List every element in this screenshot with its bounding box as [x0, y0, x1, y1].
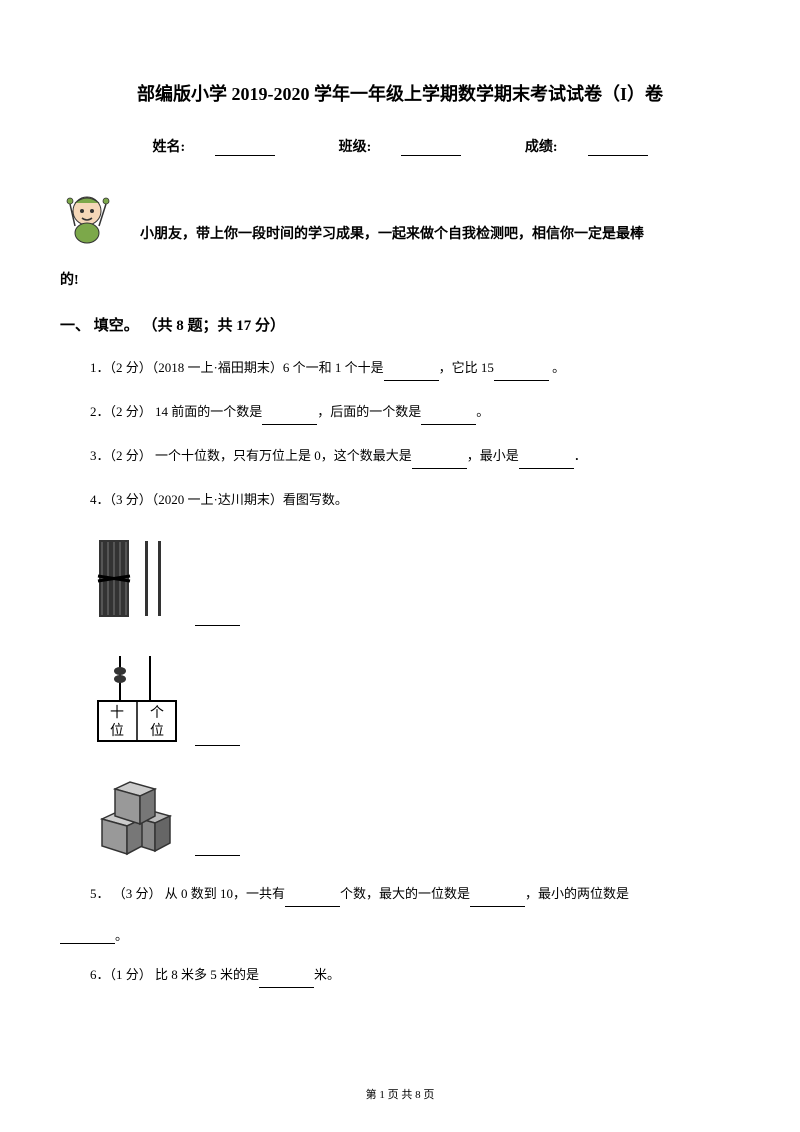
svg-text:位: 位 — [150, 723, 164, 739]
cubes-icon — [90, 771, 185, 856]
q2-blank-1[interactable] — [262, 412, 317, 425]
question-2: 2．（2 分） 14 前面的一个数是，后面的一个数是。 — [60, 399, 740, 425]
question-4: 4．（3 分）（2020 一上·达川期末）看图写数。 — [60, 487, 740, 513]
cubes-image-block — [90, 771, 740, 856]
intro-text-2: 的! — [60, 269, 740, 289]
info-line: 姓名: 班级: 成绩: — [60, 136, 740, 156]
name-blank[interactable] — [215, 142, 275, 156]
class-blank[interactable] — [401, 142, 461, 156]
score-label: 成绩: — [510, 140, 663, 155]
q3-blank-2[interactable] — [519, 456, 574, 469]
question-3: 3．（2 分） 一个十位数，只有万位上是 0，这个数最大是，最小是． — [60, 443, 740, 469]
cartoon-icon — [60, 191, 115, 246]
question-6: 6．（1 分） 比 8 米多 5 米的是米。 — [60, 962, 740, 988]
q2-blank-2[interactable] — [421, 412, 476, 425]
sticks-icon — [90, 531, 185, 626]
q6-blank-1[interactable] — [259, 975, 314, 988]
counter-icon: 十 个 位 位 — [90, 651, 185, 746]
q1-blank-2[interactable] — [494, 368, 549, 381]
q4-blank-2[interactable] — [195, 733, 240, 746]
q3-blank-1[interactable] — [412, 456, 467, 469]
q1-blank-1[interactable] — [384, 368, 439, 381]
question-5: 5． （3 分） 从 0 数到 10，一共有个数，最大的一位数是，最小的两位数是 — [60, 881, 740, 907]
question-1: 1．（2 分）（2018 一上·福田期末）6 个一和 1 个十是，它比 15 。 — [60, 355, 740, 381]
page-footer: 第 1 页 共 8 页 — [0, 1086, 800, 1102]
svg-text:个: 个 — [150, 705, 164, 721]
score-blank[interactable] — [588, 142, 648, 156]
q5-blank-3[interactable] — [60, 931, 115, 944]
q5-blank-2[interactable] — [470, 894, 525, 907]
svg-text:位: 位 — [110, 723, 124, 739]
svg-text:十: 十 — [110, 705, 124, 721]
q4-blank-3[interactable] — [195, 843, 240, 856]
class-label: 班级: — [324, 140, 477, 155]
page-title: 部编版小学 2019-2020 学年一年级上学期数学期末考试试卷（I）卷 — [60, 80, 740, 106]
section-header: 一、 填空。 （共 8 题；共 17 分） — [60, 314, 740, 335]
intro-text-1: 小朋友，带上你一段时间的学习成果，一起来做个自我检测吧，相信你一定是最棒 — [140, 191, 644, 249]
counter-image-block: 十 个 位 位 — [90, 651, 740, 746]
name-label: 姓名: — [137, 140, 290, 155]
q4-blank-1[interactable] — [195, 613, 240, 626]
intro-row: 小朋友，带上你一段时间的学习成果，一起来做个自我检测吧，相信你一定是最棒 — [60, 191, 740, 249]
sticks-image-block — [90, 531, 740, 626]
question-5-cont: 。 — [60, 925, 740, 944]
q5-blank-1[interactable] — [285, 894, 340, 907]
